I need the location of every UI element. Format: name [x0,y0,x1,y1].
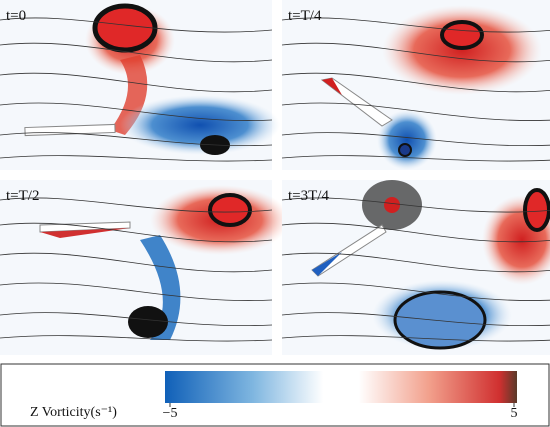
panel: t=T/2 [0,180,290,355]
colorbar-tick-label: 5 [511,406,518,421]
colorbar: Z Vorticity(s⁻¹) −5 5 [0,363,550,427]
panel: t=0 [0,0,280,170]
panel-label: t=T/2 [6,188,39,204]
colorbar-gradient [165,371,517,403]
panel-label: t=T/4 [288,8,322,24]
panel-label: t=3T/4 [288,188,329,204]
colorbar-tick-label: −5 [163,406,178,421]
panel: t=T/4 [281,0,550,170]
colorbar-label: Z Vorticity(s⁻¹) [30,405,117,420]
panel: t=3T/4 [281,180,550,355]
panel-label: t=0 [6,8,26,24]
